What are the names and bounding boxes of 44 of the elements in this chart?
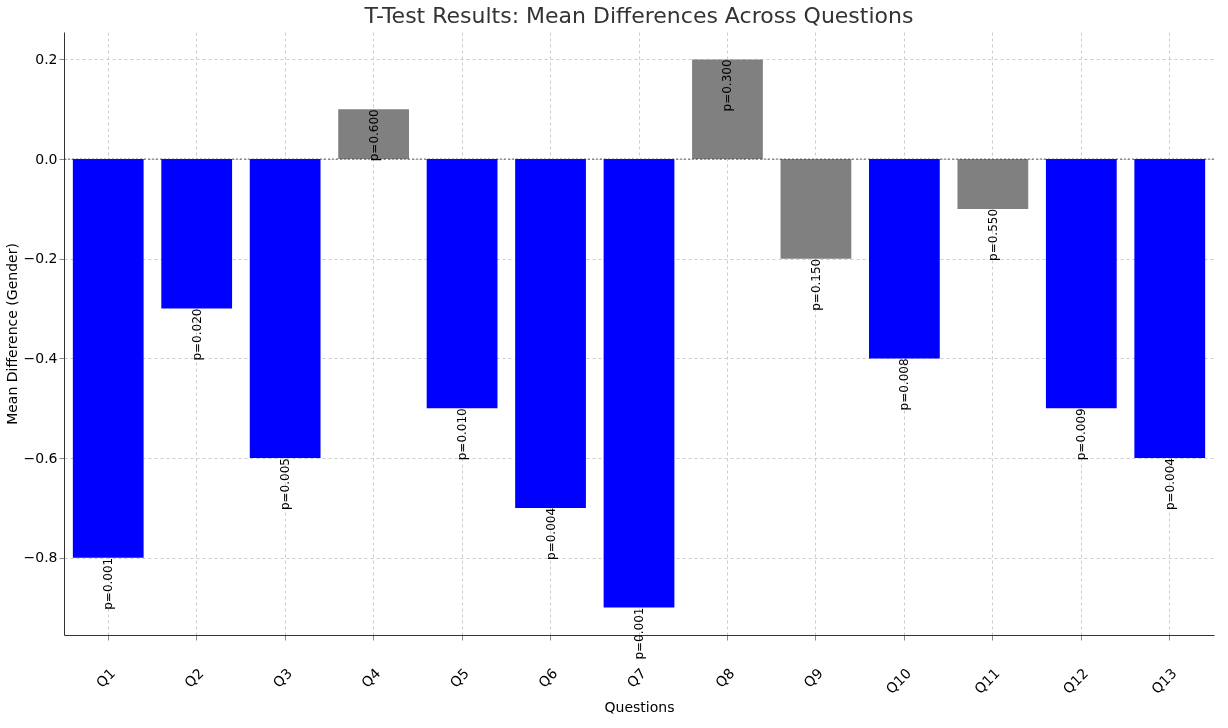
bar bbox=[338, 109, 409, 160]
bar bbox=[161, 159, 233, 309]
annotation: p=0.008 bbox=[897, 358, 912, 411]
bar bbox=[426, 159, 498, 409]
bar bbox=[692, 59, 763, 160]
bar bbox=[957, 159, 1029, 209]
bar bbox=[1134, 159, 1206, 459]
bar bbox=[515, 159, 586, 508]
annotation: p=0.009 bbox=[1074, 408, 1089, 461]
x-tick-label: Q1 bbox=[92, 665, 119, 691]
bar bbox=[72, 159, 144, 558]
y-tick-label: −0.2 bbox=[23, 250, 58, 267]
annotation: p=0.150 bbox=[808, 258, 823, 311]
y-tick-label: 0.2 bbox=[35, 50, 58, 67]
annotation: p=0.300 bbox=[720, 59, 735, 112]
annotation: p=0.005 bbox=[278, 458, 293, 511]
x-tick-label: Q9 bbox=[800, 665, 826, 691]
x-tick-label: Q2 bbox=[181, 665, 207, 691]
bar bbox=[780, 159, 852, 259]
x-tick-label: Q7 bbox=[623, 665, 649, 691]
x-tick-label: Q5 bbox=[446, 665, 472, 691]
x-tick-label: Q4 bbox=[358, 665, 384, 691]
bar bbox=[1045, 159, 1117, 409]
x-tick-label: Q8 bbox=[711, 665, 738, 691]
annotation: p=0.600 bbox=[366, 109, 381, 162]
x-tick-label: Q6 bbox=[535, 665, 561, 691]
annotation: p=0.020 bbox=[189, 308, 204, 361]
y-tick-label: −0.8 bbox=[23, 549, 58, 566]
x-tick-label: Q3 bbox=[269, 665, 296, 691]
annotation: p=0.004 bbox=[543, 507, 558, 560]
y-tick-label: −0.4 bbox=[23, 349, 58, 366]
y-axis-title: Mean Difference (Gender) bbox=[3, 243, 20, 425]
annotation: p=0.001 bbox=[632, 607, 646, 660]
x-axis-title: Questions bbox=[604, 698, 675, 715]
annotation: p=0.001 bbox=[101, 557, 116, 610]
annotation: p=0.004 bbox=[1162, 458, 1177, 511]
y-tick-label: −0.6 bbox=[23, 449, 58, 466]
chart-title: T-Test Results: Mean Differences Across Questions bbox=[363, 3, 914, 28]
bar bbox=[249, 159, 321, 459]
bar bbox=[603, 159, 675, 608]
annotation: p=0.550 bbox=[985, 208, 1000, 261]
annotation: p=0.010 bbox=[455, 408, 470, 461]
bar bbox=[869, 159, 940, 359]
y-tick-label: 0.0 bbox=[35, 150, 58, 167]
